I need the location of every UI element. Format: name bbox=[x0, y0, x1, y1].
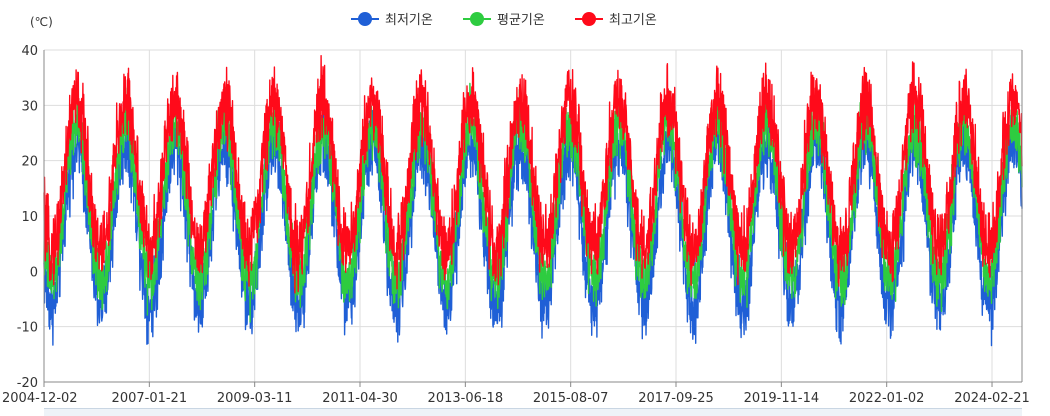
x-tick-label: 2009-03-11 bbox=[217, 391, 293, 406]
legend-marker-swatch bbox=[358, 12, 372, 26]
y-tick-label: 40 bbox=[21, 44, 38, 59]
legend-item-1[interactable]: 최저기온 bbox=[351, 12, 433, 28]
legend-label: 최고기온 bbox=[609, 13, 657, 28]
series-layer bbox=[43, 55, 1023, 347]
x-tick-label: 2011-04-30 bbox=[322, 391, 398, 406]
legend-item-3[interactable]: 최고기온 bbox=[575, 12, 657, 28]
y-tick-label: 20 bbox=[21, 155, 38, 170]
y-tick-label: -10 bbox=[17, 321, 38, 336]
x-tick-label: 2019-11-14 bbox=[744, 391, 820, 406]
y-axis-unit: (℃) bbox=[30, 15, 53, 29]
legend-label: 평균기온 bbox=[497, 13, 545, 28]
y-tick-label: 30 bbox=[21, 99, 38, 114]
legend-marker-swatch bbox=[582, 12, 596, 26]
series-line-3 bbox=[43, 55, 1023, 294]
chart-scroll-strip[interactable] bbox=[44, 408, 1022, 416]
y-tick-label: 0 bbox=[30, 265, 38, 280]
x-tick-label: 2007-01-21 bbox=[112, 391, 188, 406]
legend-label: 최저기온 bbox=[385, 13, 433, 28]
x-tick-label: 2013-06-18 bbox=[428, 391, 504, 406]
legend-item-2[interactable]: 평균기온 bbox=[463, 12, 545, 28]
x-tick-label: 2024-02-21 bbox=[954, 391, 1030, 406]
x-tick-label: 2022-01-02 bbox=[849, 391, 925, 406]
x-tick-label: 2015-08-07 bbox=[533, 391, 609, 406]
y-tick-label: 10 bbox=[21, 210, 38, 225]
legend[interactable]: 최저기온 평균기온 최고기온 bbox=[351, 12, 657, 28]
x-tick-label: 2017-09-25 bbox=[638, 391, 714, 406]
y-tick-label: -20 bbox=[17, 376, 38, 391]
x-tick-label: 2004-12-02 bbox=[2, 391, 78, 406]
legend-marker-swatch bbox=[470, 12, 484, 26]
